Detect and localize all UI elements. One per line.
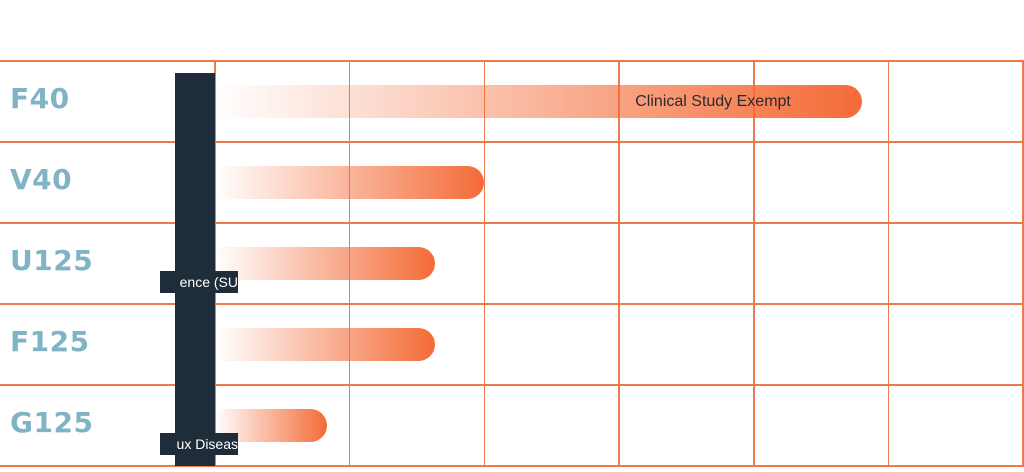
- gridline-vertical: [618, 61, 620, 466]
- gridline-horizontal: [0, 141, 1024, 143]
- gridline-vertical: [887, 61, 890, 466]
- category-label: F40: [10, 82, 70, 115]
- bar: [215, 85, 862, 118]
- gridline-vertical: [1022, 61, 1024, 466]
- category-label: U125: [10, 244, 94, 277]
- gridline-horizontal: [0, 222, 1024, 224]
- bar: [215, 328, 435, 361]
- bar-label: Clinical Study Exempt: [635, 93, 791, 110]
- side-tag-text: ence (SU: [179, 274, 238, 290]
- dark-axis-bar: [175, 73, 215, 466]
- side-tag: ux Diseas: [160, 433, 238, 455]
- bar: [215, 247, 435, 280]
- gridline-horizontal: [0, 303, 1024, 305]
- gridline-horizontal: [0, 384, 1024, 386]
- gridline-horizontal: [0, 465, 1024, 467]
- gridline-horizontal: [0, 60, 1024, 62]
- category-label: V40: [10, 163, 73, 196]
- bar: [215, 166, 485, 199]
- side-tag: ence (SU: [160, 271, 238, 293]
- gridline-vertical: [753, 61, 755, 466]
- gridline-vertical: [483, 61, 486, 466]
- category-label: G125: [10, 406, 94, 439]
- side-tag-text: ux Diseas: [176, 436, 238, 452]
- category-label: F125: [10, 325, 90, 358]
